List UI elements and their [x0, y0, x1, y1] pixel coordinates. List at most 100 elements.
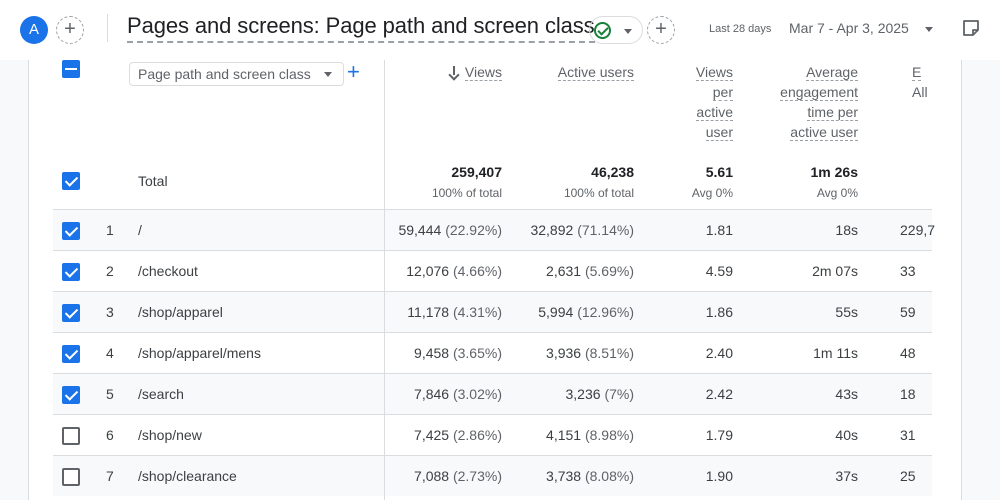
table-panel: [0, 60, 1000, 500]
row-views-per-user: 1.86: [705, 304, 733, 320]
row-views: 11,178 (4.31%): [407, 304, 502, 320]
row-views: 9,458 (3.65%): [414, 345, 502, 361]
row-page-path[interactable]: /shop/apparel: [138, 304, 223, 320]
row-views: 7,425 (2.86%): [414, 427, 502, 443]
row-views-per-user: 1.81: [705, 222, 733, 238]
header-divider: [107, 14, 108, 42]
row-views: 12,076 (4.66%): [406, 263, 502, 279]
row-active-users: 5,994 (12.96%): [538, 304, 634, 320]
row-views-per-user: 4.59: [705, 263, 733, 279]
row-checkbox[interactable]: [62, 427, 80, 445]
row-active-users: 4,151 (8.98%): [546, 427, 634, 443]
dimension-column-divider: [384, 60, 385, 500]
row-views: 7,088 (2.73%): [414, 468, 502, 484]
table-row[interactable]: 6/shop/new 7,425 (2.86%) 4,151 (8.98%) 1.79…: [53, 414, 932, 455]
totals-checkbox[interactable]: [62, 172, 80, 190]
total-active-users: 46,238: [591, 164, 634, 180]
row-rank: 3: [106, 304, 114, 320]
row-checkbox[interactable]: [62, 345, 80, 363]
row-page-path[interactable]: /shop/new: [138, 427, 202, 443]
total-views-sub: 100% of total: [431, 186, 502, 200]
total-views-per-user-sub: Avg 0%: [691, 186, 733, 200]
total-avg-engagement-sub: Avg 0%: [816, 186, 858, 200]
row-avg-engagement: 2m 07s: [812, 263, 858, 279]
row-active-users: 3,236 (7%): [565, 386, 635, 402]
row-checkbox[interactable]: [62, 468, 80, 486]
row-events: 25: [900, 468, 916, 484]
row-views-per-user: 2.40: [705, 345, 733, 361]
row-avg-engagement: 43s: [835, 386, 858, 402]
row-avg-engagement: 55s: [835, 304, 858, 320]
row-events: 48: [900, 345, 916, 361]
row-events: 33: [900, 263, 916, 279]
row-checkbox[interactable]: [62, 304, 80, 322]
dimension-selector-label: Page path and screen class: [138, 66, 311, 82]
row-avg-engagement: 18s: [835, 222, 858, 238]
date-range-picker[interactable]: Mar 7 - Apr 3, 2025: [789, 20, 909, 36]
row-views-per-user: 2.42: [705, 386, 733, 402]
table-row[interactable]: 2/checkout 12,076 (4.66%) 2,631 (5.69%) 4.5…: [53, 250, 932, 291]
avatar[interactable]: A: [20, 16, 48, 44]
total-views-per-user: 5.61: [705, 164, 733, 180]
date-range-label: Last 28 days: [709, 23, 772, 35]
add-comparison-button[interactable]: +: [56, 16, 84, 44]
row-checkbox[interactable]: [62, 222, 80, 240]
add-filter-button[interactable]: +: [647, 16, 675, 44]
dimension-chevron-down-icon: [324, 72, 332, 77]
column-header-views-per-user[interactable]: Views per active user: [695, 64, 733, 141]
row-checkbox[interactable]: [62, 263, 80, 281]
row-events: 31: [900, 427, 916, 443]
table-row[interactable]: 5/search 7,846 (3.02%) 3,236 (7%) 2.42 43s 18: [53, 373, 932, 414]
report-status-button[interactable]: [589, 16, 643, 44]
note-icon[interactable]: [961, 18, 981, 38]
total-active-users-sub: 100% of total: [563, 186, 634, 200]
table-row[interactable]: 3/shop/apparel 11,178 (4.31%) 5,994 (12.96…: [53, 291, 932, 332]
row-active-users: 32,892 (71.14%): [530, 222, 634, 238]
row-views-per-user: 1.79: [705, 427, 733, 443]
row-checkbox[interactable]: [62, 386, 80, 404]
row-rank: 5: [106, 386, 114, 402]
row-page-path[interactable]: /shop/apparel/mens: [138, 345, 261, 361]
row-events: 229,7: [900, 222, 936, 238]
report-header: A + Pages and screens: Page path and scr…: [0, 0, 1000, 60]
column-header-avg-engagement[interactable]: Average engagement time per active user: [780, 64, 858, 141]
row-page-path[interactable]: /search: [138, 386, 184, 402]
arrow-down-icon: [449, 66, 459, 78]
row-views-per-user: 1.90: [705, 468, 733, 484]
row-page-path[interactable]: /checkout: [138, 263, 198, 279]
total-avg-engagement: 1m 26s: [810, 164, 858, 180]
row-views: 7,846 (3.02%): [414, 386, 502, 402]
row-avg-engagement: 1m 11s: [813, 345, 858, 361]
row-rank: 4: [106, 345, 114, 361]
row-events: 18: [900, 386, 916, 402]
total-label: Total: [138, 173, 168, 189]
chevron-down-icon: [624, 29, 632, 34]
row-page-path[interactable]: /: [138, 222, 142, 238]
row-page-path[interactable]: /shop/clearance: [138, 468, 237, 484]
select-all-checkbox[interactable]: [62, 60, 80, 78]
date-chevron-down-icon[interactable]: [925, 27, 933, 32]
row-active-users: 2,631 (5.69%): [546, 263, 634, 279]
row-avg-engagement: 40s: [835, 427, 858, 443]
row-rank: 2: [106, 263, 114, 279]
check-circle-icon: [594, 22, 611, 39]
column-header-active-users[interactable]: Active users: [557, 64, 634, 81]
row-views: 59,444 (22.92%): [398, 222, 502, 238]
add-dimension-button[interactable]: +: [347, 59, 360, 84]
table-row[interactable]: 1 / 59,444 (22.92%) 32,892 (71.14%) 1.81 18s 2…: [53, 209, 936, 250]
row-active-users: 3,738 (8.08%): [546, 468, 634, 484]
table-row[interactable]: 4/shop/apparel/mens 9,458 (3.65%) 3,936 (8…: [53, 332, 932, 373]
row-events: 59: [900, 304, 916, 320]
row-rank: 6: [106, 427, 114, 443]
row-avg-engagement: 37s: [835, 468, 858, 484]
row-rank: 7: [106, 468, 114, 484]
page-title[interactable]: Pages and screens: Page path and screen …: [127, 13, 595, 43]
dimension-selector[interactable]: Page path and screen class: [129, 62, 344, 86]
row-rank: 1: [106, 222, 114, 238]
total-views: 259,407: [451, 164, 502, 180]
data-table: [28, 60, 962, 500]
table-row[interactable]: 7/shop/clearance 7,088 (2.73%) 3,738 (8.08…: [53, 455, 932, 496]
column-header-views[interactable]: Views: [420, 62, 502, 82]
row-active-users: 3,936 (8.51%): [546, 345, 634, 361]
column-header-events[interactable]: E All: [912, 64, 928, 100]
